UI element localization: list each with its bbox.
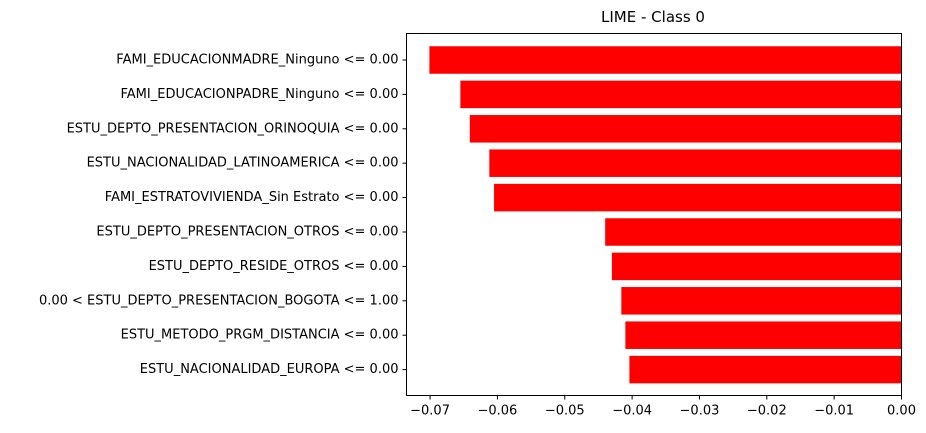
category-label: FAMI_EDUCACIONMADRE_Ninguno <= 0.00 — [116, 53, 398, 68]
category-label: 0.00 < ESTU_DEPTO_PRESENTACION_BOGOTA <=… — [39, 293, 399, 308]
chart-title: LIME - Class 0 — [601, 8, 705, 26]
x-tick-label: 0.00 — [887, 404, 916, 419]
category-label: ESTU_NACIONALIDAD_EUROPA <= 0.00 — [140, 362, 399, 377]
x-tick-label: −0.01 — [814, 404, 854, 419]
category-label: ESTU_DEPTO_RESIDE_OTROS <= 0.00 — [149, 259, 399, 274]
x-tick-label: −0.07 — [410, 404, 450, 419]
category-label: ESTU_METODO_PRGM_DISTANCIA <= 0.00 — [121, 328, 399, 343]
category-label: FAMI_EDUCACIONPADRE_Ninguno <= 0.00 — [121, 87, 399, 102]
bar — [469, 115, 902, 143]
x-tick-label: −0.05 — [545, 404, 585, 419]
category-label: FAMI_ESTRATOVIVIENDA_Sin Estrato <= 0.00 — [105, 190, 399, 205]
x-tick-label: −0.04 — [612, 404, 652, 419]
bar — [611, 252, 902, 281]
category-label: ESTU_DEPTO_PRESENTACION_ORINOQUIA <= 0.0… — [67, 121, 399, 136]
category-label: ESTU_DEPTO_PRESENTACION_OTROS <= 0.00 — [96, 225, 398, 240]
category-label: ESTU_NACIONALIDAD_LATINOAMERICA <= 0.00 — [87, 156, 399, 171]
bar — [494, 183, 902, 212]
x-tick-label: −0.02 — [747, 404, 787, 419]
bar — [489, 149, 902, 177]
x-tick-label: −0.03 — [680, 404, 720, 419]
bar — [460, 80, 902, 109]
plot-frame — [406, 33, 902, 396]
x-ticks-group: −0.07 −0.06 −0.05 −0.04 −0.03 −0.02 −0.01 0.00 — [410, 395, 916, 419]
category-labels-group: FAMI_EDUCACIONMADRE_Ninguno <= 0.00 FAMI_… — [39, 53, 407, 377]
bars-group — [429, 46, 902, 384]
bar — [429, 46, 902, 74]
bar — [629, 355, 902, 384]
x-tick-label: −0.06 — [477, 404, 517, 419]
bar — [605, 218, 902, 246]
bar — [621, 287, 902, 315]
bar — [625, 321, 902, 349]
